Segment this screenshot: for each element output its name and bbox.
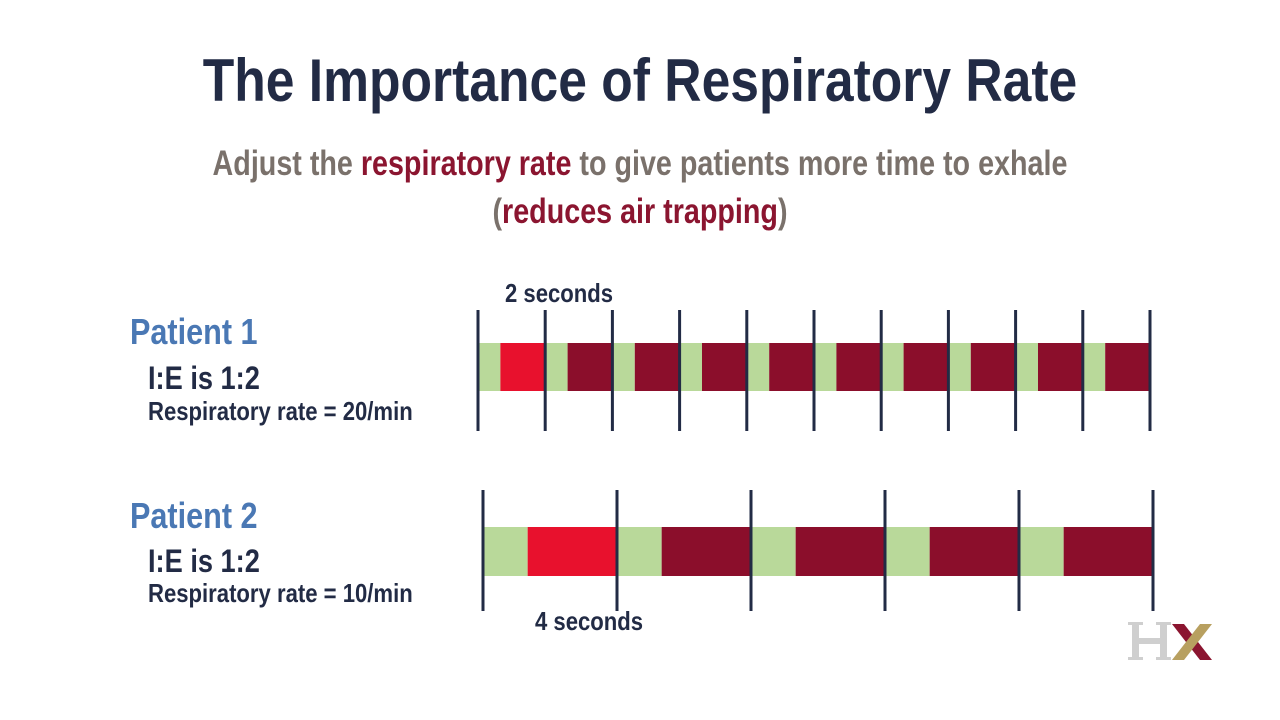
exhale-segment xyxy=(1037,343,1083,391)
subtitle-text: Adjust the xyxy=(212,144,361,183)
hx-logo-icon xyxy=(1128,622,1212,660)
exhale-segment xyxy=(836,343,882,391)
patient-1-name: Patient 1 xyxy=(130,311,258,352)
exhale-segment xyxy=(500,343,546,391)
inhale-segment xyxy=(1019,527,1064,576)
inhale-segment xyxy=(885,527,930,576)
subtitle-paren-open: ( xyxy=(492,192,503,231)
page-title: The Importance of Respiratory Rate xyxy=(202,47,1078,114)
patient-1-ie-ratio: I:E is 1:2 xyxy=(148,360,260,396)
logo-letter-x-stroke-accent xyxy=(1172,624,1212,660)
patient-1-duration-label: 2 seconds xyxy=(505,278,614,308)
hx-logo xyxy=(1128,618,1218,669)
exhale-segment xyxy=(903,343,949,391)
exhale-segment xyxy=(970,343,1016,391)
inhale-segment xyxy=(751,527,796,576)
subtitle-line-1: Adjust the respiratory rate to give pati… xyxy=(115,144,1165,184)
exhale-segment xyxy=(795,527,885,576)
logo-letter-h xyxy=(1128,622,1171,660)
inhale-segment xyxy=(746,343,770,391)
inhale-segment xyxy=(1015,343,1038,391)
patient-1-timeline xyxy=(476,310,1152,431)
inhale-segment xyxy=(478,343,501,391)
patient-1-respiratory-rate: Respiratory rate = 20/min xyxy=(148,396,413,426)
exhale-segment xyxy=(701,343,747,391)
exhale-segment xyxy=(929,527,1019,576)
inhale-segment xyxy=(1082,343,1106,391)
inhale-segment xyxy=(679,343,702,391)
inhale-segment xyxy=(881,343,904,391)
patient-2-timeline xyxy=(481,490,1155,611)
inhale-segment xyxy=(545,343,568,391)
inhale-segment xyxy=(814,343,837,391)
exhale-segment xyxy=(661,527,751,576)
exhale-segment xyxy=(527,527,617,576)
patient-2-duration-label: 4 seconds xyxy=(535,606,644,636)
inhale-segment xyxy=(612,343,635,391)
exhale-segment xyxy=(567,343,613,391)
exhale-segment xyxy=(769,343,814,391)
subtitle-paren-close: ) xyxy=(777,192,788,231)
inhale-segment xyxy=(483,527,528,576)
subtitle-line-2: (reduces air trapping) xyxy=(115,192,1165,232)
inhale-segment xyxy=(617,527,662,576)
exhale-segment xyxy=(634,343,680,391)
patient-2-name: Patient 2 xyxy=(130,495,258,536)
subtitle-text: to give patients more time to exhale xyxy=(571,144,1068,183)
exhale-segment xyxy=(1063,527,1153,576)
inhale-segment xyxy=(948,343,971,391)
patient-2-ie-ratio: I:E is 1:2 xyxy=(148,543,260,579)
exhale-segment xyxy=(1105,343,1150,391)
patient-2-respiratory-rate: Respiratory rate = 10/min xyxy=(148,578,413,608)
subtitle-highlight: respiratory rate xyxy=(360,144,572,183)
subtitle-highlight: reduces air trapping xyxy=(502,192,778,231)
